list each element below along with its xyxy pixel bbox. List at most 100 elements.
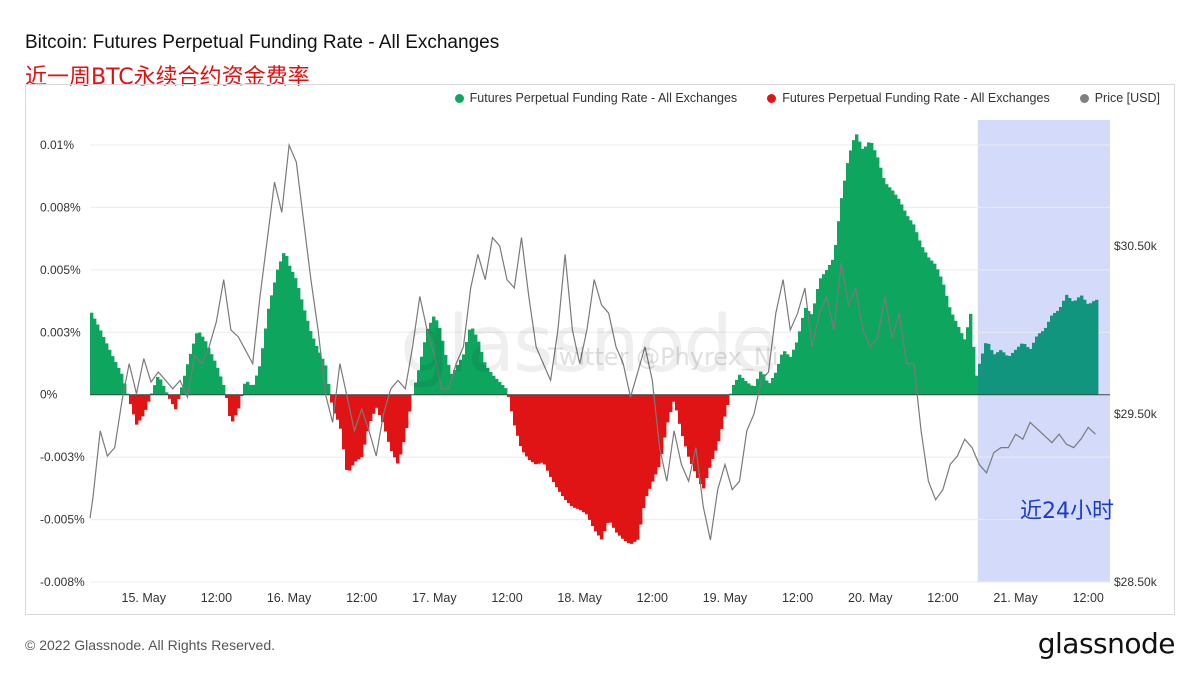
funding-bar-positive	[150, 393, 154, 395]
legend-item-price[interactable]: Price [USD]	[1079, 91, 1160, 105]
funding-bar-positive	[876, 157, 880, 395]
funding-bar-positive	[744, 380, 748, 395]
funding-bar-positive	[894, 194, 898, 395]
funding-bar-negative	[702, 394, 706, 489]
funding-bar-positive	[975, 375, 979, 395]
funding-bar-positive	[789, 356, 793, 395]
funding-bar-negative	[381, 394, 385, 423]
legend-label: Futures Perpetual Funding Rate - All Exc…	[782, 91, 1050, 105]
funding-bar-positive	[90, 312, 94, 395]
chart-title: Bitcoin: Futures Perpetual Funding Rate …	[25, 32, 500, 53]
funding-bar-positive	[897, 198, 901, 395]
funding-bar-positive	[1089, 303, 1093, 395]
funding-bar-negative	[132, 394, 136, 415]
y-left-tick-label: 0%	[40, 388, 58, 402]
funding-bar-negative	[240, 394, 244, 397]
funding-bar-negative	[543, 394, 547, 465]
funding-bar-positive	[222, 385, 226, 395]
funding-bar-negative	[372, 394, 376, 414]
funding-bar-negative	[726, 394, 730, 406]
funding-bar-negative	[525, 394, 529, 457]
funding-bar-positive	[927, 257, 931, 395]
funding-bar-positive	[906, 216, 910, 395]
funding-bar-positive	[840, 198, 844, 395]
x-tick-label: 18. May	[557, 591, 602, 605]
funding-bar-negative	[546, 394, 550, 471]
watermark-twitter: Twitter @Phyrex_Ni	[548, 343, 779, 371]
funding-bar-negative	[564, 394, 568, 500]
x-tick-label: 12:00	[927, 591, 958, 605]
funding-bar-negative	[714, 394, 718, 451]
funding-bar-positive	[948, 307, 952, 395]
funding-bar-negative	[531, 394, 535, 463]
x-tick-label: 12:00	[1073, 591, 1104, 605]
funding-bar-positive	[183, 375, 187, 395]
funding-bar-positive	[891, 190, 895, 395]
funding-bar-positive	[819, 278, 823, 395]
funding-bar-positive	[159, 379, 163, 395]
funding-bar-positive	[486, 367, 490, 395]
funding-bar-positive	[912, 224, 916, 395]
funding-bar-negative	[339, 394, 343, 429]
highlight-label: 近24小时	[1020, 499, 1114, 524]
funding-bar-positive	[879, 167, 883, 395]
funding-bar-positive	[156, 376, 160, 395]
funding-bar-positive	[1041, 331, 1045, 395]
funding-bar-positive	[306, 320, 310, 395]
funding-bar-positive	[321, 358, 325, 395]
funding-bar-positive	[117, 367, 121, 395]
funding-bar-positive	[1095, 299, 1099, 395]
chart-subtitle: 近一周BTC永续合约资金费率	[25, 65, 310, 90]
x-tick-label: 12:00	[782, 591, 813, 605]
x-tick-label: 20. May	[848, 591, 893, 605]
funding-bar-positive	[429, 322, 433, 395]
price-line	[89, 142, 1096, 541]
funding-bar-positive	[801, 317, 805, 395]
funding-bar-negative	[678, 394, 682, 424]
funding-bar-positive	[753, 386, 757, 395]
funding-bar-positive	[492, 375, 496, 395]
y-left-tick-label: 0.005%	[40, 263, 81, 277]
funding-bar-positive	[303, 310, 307, 395]
y-left-tick-label: -0.003%	[40, 450, 85, 464]
funding-bar-negative	[720, 394, 724, 429]
legend-item-negative-funding[interactable]: Futures Perpetual Funding Rate - All Exc…	[767, 91, 1050, 105]
y-right-tick-label: $28.50k	[1114, 575, 1158, 589]
funding-bar-negative	[639, 394, 643, 525]
funding-bar-negative	[588, 394, 592, 520]
funding-bar-positive	[852, 140, 856, 395]
funding-bar-negative	[231, 394, 235, 422]
funding-bar-positive	[804, 307, 808, 395]
funding-bar-positive	[165, 392, 169, 395]
funding-bar-positive	[990, 350, 994, 395]
funding-bar-positive	[963, 339, 967, 395]
funding-bar-positive	[198, 332, 202, 395]
funding-bar-positive	[735, 379, 739, 395]
funding-bar-positive	[1008, 355, 1012, 395]
funding-bar-negative	[522, 394, 526, 453]
funding-bar-positive	[858, 141, 862, 395]
funding-bar-positive	[903, 210, 907, 395]
funding-bar-negative	[396, 394, 400, 464]
funding-bar-negative	[711, 394, 715, 459]
funding-bar-negative	[606, 394, 610, 523]
y-right-tick-label: $29.50k	[1114, 407, 1158, 421]
y-right-tick-label: $30.50k	[1114, 239, 1158, 253]
funding-bar-positive	[1050, 315, 1054, 395]
funding-bar-positive	[99, 330, 103, 395]
funding-bar-positive	[192, 343, 196, 395]
funding-bar-negative	[576, 394, 580, 509]
funding-bar-positive	[267, 308, 271, 395]
funding-bar-negative	[681, 394, 685, 437]
funding-bar-negative	[384, 394, 388, 432]
funding-bar-positive	[477, 341, 481, 395]
funding-bar-negative	[558, 394, 562, 492]
funding-bar-negative	[342, 394, 346, 450]
funding-bar-positive	[942, 284, 946, 395]
funding-bar-positive	[459, 359, 463, 395]
legend-item-positive-funding[interactable]: Futures Perpetual Funding Rate - All Exc…	[454, 91, 737, 105]
legend-label: Price [USD]	[1094, 91, 1160, 105]
funding-bar-positive	[1086, 303, 1090, 395]
funding-bar-positive	[447, 364, 451, 395]
chart-panel	[25, 84, 1175, 615]
